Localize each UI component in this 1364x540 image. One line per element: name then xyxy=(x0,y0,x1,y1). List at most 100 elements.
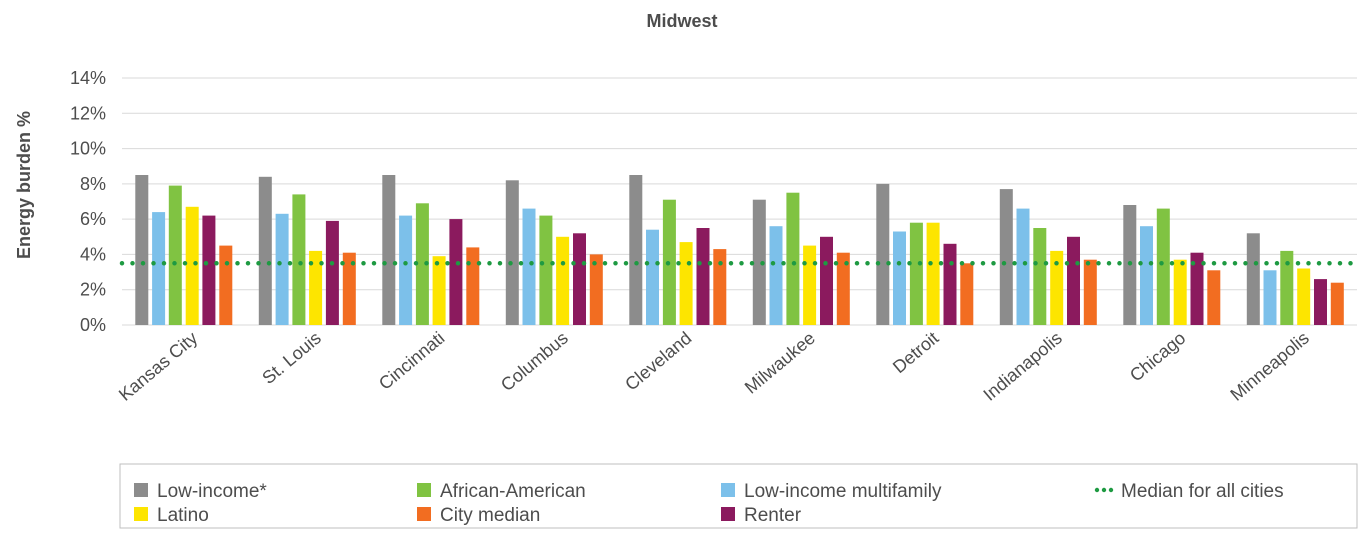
bar xyxy=(466,247,480,325)
bar xyxy=(432,256,446,325)
legend-swatch-dot xyxy=(1101,487,1107,493)
bar xyxy=(589,254,603,325)
bar xyxy=(893,231,906,325)
x-tick-label: Columbus xyxy=(497,328,572,395)
y-tick-label: 12% xyxy=(70,103,106,123)
bar xyxy=(1246,233,1260,325)
bar xyxy=(999,189,1013,325)
y-axis-ticks: 0% 2% 4% 6% 8% 10% 12% 14% xyxy=(70,68,106,335)
bar xyxy=(522,208,536,325)
y-tick-label: 4% xyxy=(80,244,106,264)
legend-swatch xyxy=(134,483,148,497)
bar xyxy=(1280,250,1294,325)
bar xyxy=(1190,252,1204,325)
bar xyxy=(342,252,356,325)
legend-label: Low-income* xyxy=(157,481,267,502)
bar xyxy=(539,215,553,325)
bar xyxy=(1050,250,1064,325)
bar xyxy=(309,250,323,325)
x-tick-label: Chicago xyxy=(1126,328,1189,386)
x-tick-label: Milwaukee xyxy=(741,328,819,398)
bar xyxy=(1033,228,1047,325)
legend-swatch-dot xyxy=(1108,487,1114,493)
legend-label: Renter xyxy=(744,505,802,526)
legend-label: Median for all cities xyxy=(1121,481,1284,502)
bar xyxy=(713,249,727,325)
bar xyxy=(926,222,940,325)
bar xyxy=(449,219,463,325)
x-tick-label: Detroit xyxy=(889,328,942,377)
bar xyxy=(258,176,272,325)
x-tick-label: St. Louis xyxy=(258,328,325,388)
y-tick-label: 8% xyxy=(80,174,106,194)
y-tick-label: 14% xyxy=(70,68,106,88)
legend-swatch xyxy=(134,507,148,521)
x-tick-label: Cincinnati xyxy=(375,328,448,394)
y-axis-label: Energy burden % xyxy=(14,111,34,259)
bar xyxy=(820,236,833,325)
legend-swatch xyxy=(721,483,735,497)
bar xyxy=(876,183,890,325)
x-axis-ticks: Kansas City St. Louis Cincinnati Columbus Cl… xyxy=(115,328,1313,405)
bar xyxy=(275,213,289,325)
bar xyxy=(696,228,710,325)
bar xyxy=(168,185,182,325)
bar xyxy=(152,212,166,325)
bar xyxy=(752,199,766,325)
bar xyxy=(202,215,216,325)
y-tick-label: 0% xyxy=(80,315,106,335)
bar xyxy=(185,206,199,325)
x-tick-label: Kansas City xyxy=(115,328,201,405)
bar xyxy=(573,233,586,325)
legend: Low-income* African-American Low-income mu… xyxy=(119,463,1358,529)
bar xyxy=(1297,268,1311,325)
bar xyxy=(786,192,800,325)
legend-swatch xyxy=(721,507,735,521)
bar xyxy=(1016,208,1030,325)
bar xyxy=(769,226,783,325)
bar xyxy=(1083,259,1097,325)
bar xyxy=(135,175,149,325)
bar xyxy=(1330,282,1344,325)
legend-label: African-American xyxy=(440,481,586,502)
bar xyxy=(960,263,974,326)
legend-swatch xyxy=(417,483,431,497)
bar xyxy=(836,252,850,325)
bar xyxy=(646,229,659,325)
legend-swatch-dot xyxy=(1094,487,1100,493)
legend-label: Latino xyxy=(157,505,209,526)
bar xyxy=(1207,270,1221,325)
x-tick-label: Minneapolis xyxy=(1226,328,1312,405)
bar xyxy=(556,236,570,325)
bar xyxy=(505,180,519,325)
bar xyxy=(679,242,693,325)
bar xyxy=(629,175,643,325)
legend-label: Low-income multifamily xyxy=(744,481,942,502)
bar xyxy=(415,203,429,325)
gridlines xyxy=(122,77,1357,326)
bar xyxy=(1173,259,1187,325)
bar xyxy=(1140,226,1153,325)
legend-label: City median xyxy=(440,505,540,526)
bar xyxy=(219,245,233,325)
y-tick-label: 2% xyxy=(80,280,106,300)
bar xyxy=(803,245,817,325)
y-tick-label: 6% xyxy=(80,209,106,229)
legend-box xyxy=(119,463,1358,529)
bar xyxy=(292,194,306,325)
bar xyxy=(382,175,396,325)
chart-title: Midwest xyxy=(646,11,717,31)
bar xyxy=(1314,279,1327,325)
bar xyxy=(325,220,339,325)
bar xyxy=(1067,236,1080,325)
x-tick-label: Cleveland xyxy=(621,328,695,395)
bar xyxy=(909,222,923,325)
legend-swatch xyxy=(417,507,431,521)
bar xyxy=(399,215,413,325)
bar xyxy=(943,243,957,325)
x-tick-label: Indianapolis xyxy=(979,328,1065,405)
y-tick-label: 10% xyxy=(70,139,106,159)
bar-series xyxy=(135,175,1344,326)
bar xyxy=(1263,270,1277,325)
